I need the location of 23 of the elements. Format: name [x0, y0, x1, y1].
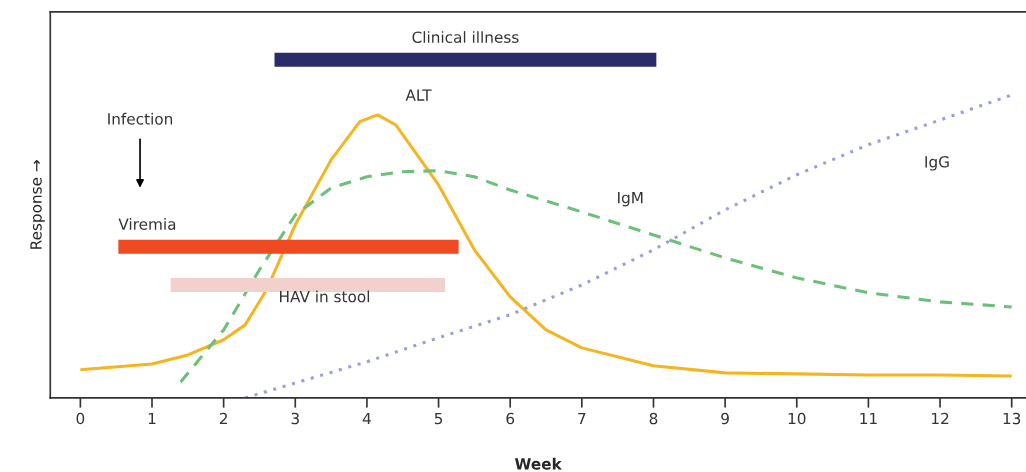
y-axis-title: Response → [30, 160, 45, 249]
x-tick-label: 5 [434, 412, 443, 425]
annotation: Infection [108, 112, 173, 125]
series-label: IgM [618, 192, 643, 207]
x-tick-label: 4 [362, 412, 371, 425]
series-label: Clinical illness [412, 31, 519, 43]
series-label: ALT [405, 89, 432, 101]
x-tick-label: 13 [1003, 412, 1021, 425]
x-tick-label: 1 [148, 412, 156, 425]
series-label: IgG [925, 156, 949, 171]
x-tick-label: 10 [788, 412, 806, 425]
series-label: Viremia [118, 218, 176, 230]
x-tick-label: 11 [860, 412, 877, 425]
x-tick-label: 12 [931, 412, 949, 425]
x-tick-label: 2 [219, 412, 227, 425]
series-label: HAV in stool [280, 290, 370, 303]
x-tick-label: 0 [76, 412, 85, 425]
x-tick-label: 3 [291, 412, 299, 425]
x-tick-label: 7 [578, 412, 586, 425]
x-tick-label: 8 [649, 412, 658, 425]
x-tick-label: 6 [506, 412, 515, 425]
x-tick-label: 9 [721, 412, 729, 425]
x-axis-title: Week [515, 457, 563, 470]
